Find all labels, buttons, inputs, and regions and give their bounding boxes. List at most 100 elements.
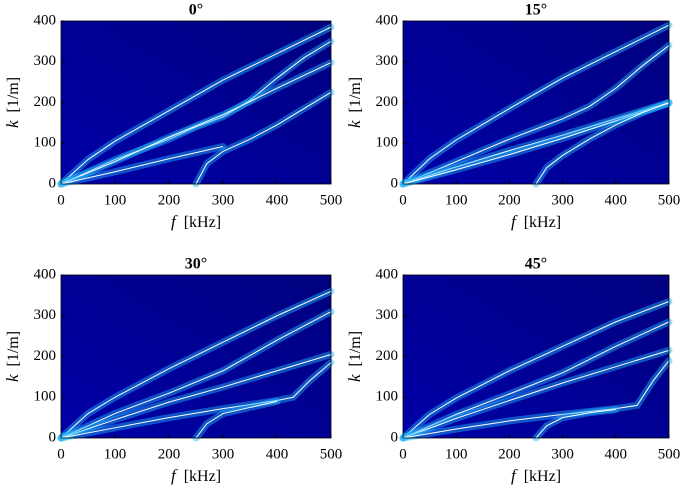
y-tick-label: 0 <box>49 429 57 445</box>
curve <box>402 301 670 439</box>
y-tick-label: 400 <box>34 12 57 28</box>
curve <box>402 24 670 185</box>
x-label-unit: [kHz] <box>184 214 221 231</box>
y-tick-label: 0 <box>49 175 57 191</box>
y-tick-label: 100 <box>376 135 399 151</box>
panel-title: 15° <box>525 2 547 19</box>
x-label-symbol: f <box>171 466 178 485</box>
plot-background <box>61 275 331 438</box>
y-label-unit: [1/m] <box>347 77 364 113</box>
y-tick-label: 100 <box>376 389 399 405</box>
x-tick-label: 300 <box>212 192 235 208</box>
x-tick-label: 100 <box>445 446 468 462</box>
y-tick-label: 400 <box>376 12 399 28</box>
plot-background <box>61 21 331 184</box>
x-tick-label: 500 <box>320 446 343 462</box>
x-axis-label: f [kHz] <box>171 212 221 231</box>
curve <box>535 102 670 185</box>
x-tick-label: 200 <box>158 446 181 462</box>
panel-title: 0° <box>189 2 203 19</box>
curve <box>195 91 332 185</box>
x-tick-label: 100 <box>104 446 127 462</box>
x-tick-label: 400 <box>605 192 628 208</box>
x-label-symbol: f <box>511 212 518 231</box>
x-tick-label: 300 <box>551 192 574 208</box>
panel-title: 45° <box>525 256 547 273</box>
y-axis-label: k [1/m] <box>3 331 22 382</box>
x-tick-label: 200 <box>158 192 181 208</box>
x-tick-label: 0 <box>399 446 407 462</box>
x-tick-label: 200 <box>498 446 521 462</box>
y-tick-label: 200 <box>34 348 57 364</box>
x-tick-label: 500 <box>320 192 343 208</box>
x-axis-label: f [kHz] <box>171 466 221 485</box>
curve <box>60 40 332 185</box>
x-tick-label: 400 <box>605 446 628 462</box>
y-tick-label: 100 <box>34 135 57 151</box>
curve <box>402 102 670 185</box>
plot-background <box>403 21 669 184</box>
y-tick-label: 200 <box>376 94 399 110</box>
x-label-unit: [kHz] <box>524 214 561 231</box>
y-tick-label: 0 <box>391 175 399 191</box>
x-tick-label: 500 <box>658 446 681 462</box>
y-tick-label: 300 <box>376 307 399 323</box>
x-axis-label: f [kHz] <box>511 466 561 485</box>
y-tick-label: 0 <box>391 429 399 445</box>
panel-title: 30° <box>185 256 207 273</box>
y-axis-label: k [1/m] <box>345 77 364 128</box>
x-tick-label: 300 <box>212 446 235 462</box>
y-label-symbol: k <box>3 120 22 128</box>
x-label-unit: [kHz] <box>524 468 561 485</box>
y-tick-label: 300 <box>376 53 399 69</box>
x-label-unit: [kHz] <box>184 468 221 485</box>
curve <box>402 45 670 185</box>
plot-frame <box>402 274 670 439</box>
curve <box>402 360 670 439</box>
x-tick-label: 100 <box>445 192 468 208</box>
curve <box>60 290 332 439</box>
y-label-unit: [1/m] <box>347 331 364 367</box>
x-tick-label: 500 <box>658 192 681 208</box>
y-tick-label: 200 <box>34 94 57 110</box>
y-tick-label: 200 <box>376 348 399 364</box>
y-label-symbol: k <box>345 120 364 128</box>
y-axis-label: k [1/m] <box>3 77 22 128</box>
y-label-unit: [1/m] <box>5 331 22 367</box>
curve <box>60 62 332 185</box>
curve <box>195 400 278 439</box>
x-tick-label: 100 <box>104 192 127 208</box>
curve <box>60 362 332 439</box>
x-tick-label: 400 <box>266 446 289 462</box>
y-tick-label: 100 <box>34 389 57 405</box>
x-tick-label: 300 <box>551 446 574 462</box>
plot-frame <box>402 20 670 185</box>
panel: 0° 0 100 200 300 400 500 0 100 200 300 400 f [kHz] k [1… <box>3 2 342 231</box>
plot-background <box>403 275 669 438</box>
x-tick-label: 0 <box>57 446 65 462</box>
y-label-symbol: k <box>345 374 364 382</box>
curve <box>402 321 670 439</box>
plot-frame <box>60 20 332 185</box>
x-label-symbol: f <box>171 212 178 231</box>
x-tick-label: 200 <box>498 192 521 208</box>
curve <box>535 408 616 439</box>
curve <box>402 349 670 439</box>
y-tick-label: 300 <box>34 53 57 69</box>
y-label-symbol: k <box>3 374 22 382</box>
curve <box>60 146 224 185</box>
x-tick-label: 400 <box>266 192 289 208</box>
curve <box>402 102 670 185</box>
curve <box>60 353 332 439</box>
panel: 15° 0 100 200 300 400 500 0 100 200 300 400 f [kHz] k [… <box>345 2 680 231</box>
x-axis-label: f [kHz] <box>511 212 561 231</box>
y-axis-label: k [1/m] <box>345 331 364 382</box>
curve <box>60 26 332 185</box>
plot-frame <box>60 274 332 439</box>
x-label-symbol: f <box>511 466 518 485</box>
panel: 30° 0 100 200 300 400 500 0 100 200 300 400 f [kHz] k [… <box>3 256 342 485</box>
y-tick-label: 400 <box>34 266 57 282</box>
curve <box>60 311 332 439</box>
x-tick-label: 0 <box>399 192 407 208</box>
